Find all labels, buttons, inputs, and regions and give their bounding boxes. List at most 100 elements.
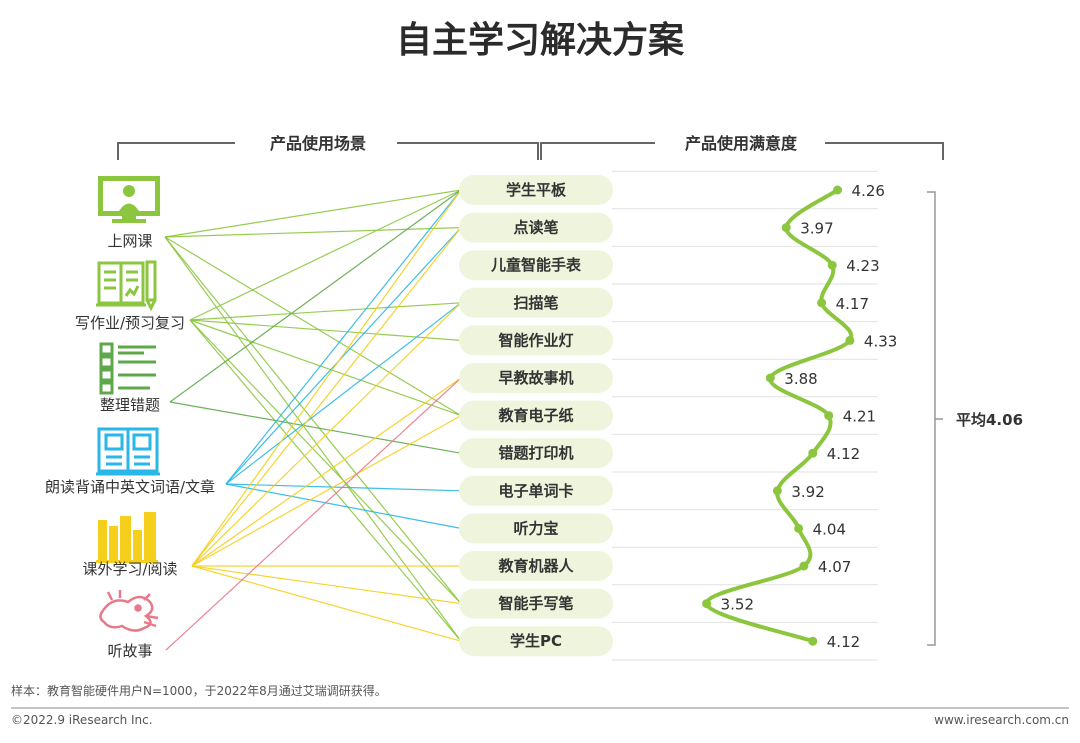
link-line [164, 236, 462, 604]
product-pill [459, 212, 613, 243]
left-header: 产品使用场景 [270, 134, 366, 153]
link-line [191, 565, 462, 605]
scene-label: 朗读背诵中英文词语/文章 [45, 478, 215, 496]
copyright: ©2022.9 iResearch Inc. [11, 713, 153, 727]
product-pill [459, 400, 613, 431]
scene-label: 听故事 [107, 642, 152, 660]
product-label: 学生PC [510, 632, 562, 650]
link-line [169, 401, 462, 454]
link-line [191, 302, 462, 567]
scene-label: 上网课 [107, 232, 152, 250]
product-label: 早教故事机 [498, 369, 573, 387]
value-label: 4.04 [813, 520, 846, 538]
link-line [189, 189, 462, 321]
right-header: 产品使用满意度 [685, 134, 798, 153]
link-line [164, 236, 462, 642]
satisfaction-gridlines [612, 170, 878, 661]
product-pills: 学生平板点读笔儿童智能手表扫描笔智能作业灯早教故事机教育电子纸错题打印机电子单词… [459, 175, 613, 657]
product-pill [459, 513, 613, 544]
product-pill [459, 363, 613, 393]
product-pill [459, 588, 613, 619]
data-point [808, 636, 818, 646]
data-point [833, 185, 843, 195]
data-point [772, 486, 782, 496]
product-pill [459, 287, 613, 318]
product-label: 教育机器人 [497, 557, 574, 575]
product-pill [459, 475, 613, 506]
link-line [191, 377, 462, 567]
data-point [827, 260, 837, 270]
left-header-bracket [117, 142, 539, 160]
link-line [189, 319, 462, 341]
right-header-bracket [540, 142, 944, 160]
link-line [225, 483, 462, 529]
data-point [702, 599, 712, 609]
value-label: 4.23 [846, 257, 879, 275]
value-label: 4.26 [852, 182, 885, 200]
value-label: 3.97 [800, 220, 833, 238]
monitor-teacher-icon [98, 176, 160, 223]
satisfaction-line: 4.26 3.97 4.23 4.17 4.33 3.88 4.21 4.12 3.92 4.04… [702, 182, 897, 651]
product-label: 错题打印机 [498, 444, 573, 462]
link-line [165, 377, 462, 651]
scene-label: 写作业/预习复习 [75, 314, 185, 332]
link-line [164, 236, 462, 417]
scene-product-links [164, 189, 462, 651]
value-label: 4.21 [843, 408, 876, 426]
data-point [824, 411, 834, 421]
link-line [191, 415, 462, 567]
link-line [169, 189, 462, 403]
books-icon [96, 512, 158, 563]
link-line [189, 319, 462, 642]
link-line [191, 227, 462, 567]
average-label: 平均4.06 [956, 411, 1023, 429]
value-label: 4.07 [818, 558, 851, 576]
product-label: 听力宝 [513, 519, 558, 537]
data-point [781, 223, 791, 233]
product-pill [459, 250, 613, 281]
product-pill [459, 175, 613, 205]
link-line [225, 189, 462, 485]
value-label: 4.12 [827, 445, 860, 463]
sample-note: 样本：教育智能硬件用户N=1000，于2022年8月通过艾瑞调研获得。 [11, 683, 387, 698]
data-point [765, 373, 775, 383]
data-point [817, 298, 827, 308]
link-line [225, 483, 462, 492]
product-label: 智能手写笔 [498, 595, 573, 613]
product-label: 教育电子纸 [497, 407, 573, 425]
chart-title: 自主学习解决方案 [396, 19, 685, 61]
link-line [164, 227, 462, 238]
data-point [794, 523, 804, 533]
dictionary-icon [96, 427, 160, 476]
value-label: 3.92 [791, 483, 824, 501]
product-label: 智能作业灯 [498, 331, 573, 349]
link-line [225, 227, 462, 485]
product-label: 点读笔 [513, 219, 558, 237]
product-pill [459, 551, 613, 581]
product-pill [459, 325, 613, 356]
link-line [189, 319, 462, 605]
data-point [808, 448, 818, 458]
average-bracket [927, 191, 943, 646]
product-label: 电子单词卡 [498, 482, 573, 500]
link-line [189, 319, 462, 417]
scene-label: 课外学习/阅读 [82, 560, 177, 578]
product-pill [459, 438, 613, 469]
website: www.iresearch.com.cn [934, 713, 1069, 727]
value-label: 3.88 [784, 370, 817, 388]
link-line [191, 189, 462, 567]
data-point [845, 335, 855, 345]
scene-label: 整理错题 [100, 396, 160, 414]
product-label: 扫描笔 [513, 294, 558, 312]
link-line [164, 189, 462, 238]
value-label: 4.12 [827, 633, 860, 651]
link-line [191, 565, 462, 642]
dragon-icon [99, 590, 159, 632]
value-label: 4.17 [836, 295, 869, 313]
link-line [189, 302, 462, 321]
product-pill [459, 626, 613, 657]
link-line [225, 302, 462, 485]
notebook-pencil-icon [96, 260, 157, 312]
